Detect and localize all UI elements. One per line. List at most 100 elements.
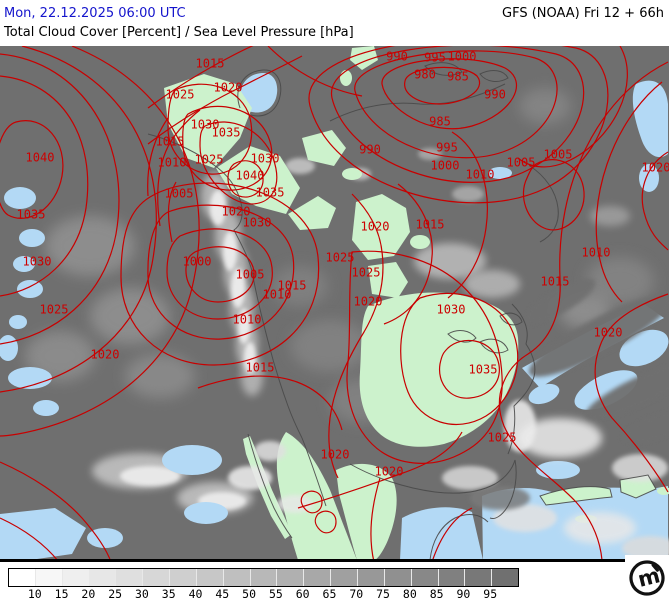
pressure-label: 1015 bbox=[246, 361, 275, 375]
legend-tick-value: 30 bbox=[135, 587, 149, 601]
legend-segment bbox=[357, 569, 385, 586]
pressure-label: 1020 bbox=[214, 81, 243, 95]
legend-segment bbox=[304, 569, 332, 586]
legend-segment bbox=[143, 569, 171, 586]
pressure-label: 1025 bbox=[40, 303, 69, 317]
pressure-label: 1025 bbox=[488, 431, 517, 445]
legend-tick-value: 85 bbox=[429, 587, 444, 601]
isobars bbox=[0, 46, 669, 562]
legend-tick-value: 10 bbox=[27, 587, 42, 601]
pressure-label: 1015 bbox=[416, 218, 445, 232]
legend-segment bbox=[170, 569, 197, 586]
legend-segment bbox=[35, 569, 63, 586]
pressure-label: 1010 bbox=[158, 156, 187, 170]
pressure-label: 1010 bbox=[233, 313, 262, 327]
legend-tick-value: 55 bbox=[268, 587, 283, 601]
legend-segment bbox=[9, 569, 36, 586]
pressure-label: 1035 bbox=[17, 208, 46, 222]
pressure-label: 1020 bbox=[594, 326, 623, 340]
pressure-label: 1005 bbox=[507, 156, 536, 170]
legend-tick-value: 95 bbox=[483, 587, 498, 601]
pressure-label: 1030 bbox=[243, 216, 272, 230]
legend-tick-value: 90 bbox=[456, 587, 471, 601]
pressure-label: 1025 bbox=[195, 153, 224, 167]
pressure-label: 985 bbox=[429, 115, 451, 129]
pressure-label: 1040 bbox=[26, 151, 55, 165]
legend-tick-value: 80 bbox=[402, 587, 417, 601]
legend-tick-value: 15 bbox=[54, 587, 69, 601]
legend-segment bbox=[277, 569, 305, 586]
pressure-label: 1035 bbox=[469, 363, 498, 377]
pressure-label: 1005 bbox=[165, 187, 194, 201]
legend-segment bbox=[411, 569, 439, 586]
pressure-label: 990 bbox=[484, 88, 506, 102]
header: Mon, 22.12.2025 06:00 UTC GFS (NOAA) Fri… bbox=[0, 0, 669, 46]
pressure-label: 980 bbox=[414, 68, 436, 82]
legend-segment bbox=[89, 569, 117, 586]
watermark-logo: m bbox=[625, 555, 669, 600]
pressure-label: 1010 bbox=[263, 288, 292, 302]
pressure-label: 995 bbox=[436, 141, 458, 155]
pressure-label: 1020 bbox=[361, 220, 390, 234]
pressure-label: 985 bbox=[447, 70, 469, 84]
cloud-cover-legend-ticks: 10 15 20 25 30 35 40 45 50 55 60 65 70 75 80 85 90 95 bbox=[8, 587, 517, 601]
legend-segment bbox=[492, 569, 519, 586]
datetime-label: Mon, 22.12.2025 06:00 UTC bbox=[4, 6, 186, 21]
pressure-label: 1020 bbox=[354, 295, 383, 309]
legend-tick-value: 75 bbox=[376, 587, 390, 601]
legend-tick-value: 40 bbox=[188, 587, 203, 601]
cloud-cover-legend-bar bbox=[8, 568, 519, 587]
pressure-label: 1015 bbox=[196, 57, 225, 71]
legend-segment bbox=[116, 569, 144, 586]
legend-tick-value: 70 bbox=[349, 587, 364, 601]
pressure-label: 1030 bbox=[251, 152, 280, 166]
pressure-label: 990 bbox=[359, 143, 381, 157]
legend-segment bbox=[331, 569, 358, 586]
pressure-label: 990 bbox=[386, 50, 408, 64]
pressure-label: 1000 bbox=[183, 255, 212, 269]
pressure-label: 1035 bbox=[212, 126, 241, 140]
legend-segment bbox=[223, 569, 251, 586]
pressure-label: 1000 bbox=[431, 159, 460, 173]
pressure-label: 1005 bbox=[236, 268, 265, 282]
pressure-label: 1025 bbox=[326, 251, 355, 265]
pressure-label: 1030 bbox=[191, 118, 220, 132]
logo-tick bbox=[651, 563, 659, 572]
pressure-label: 1020 bbox=[222, 205, 251, 219]
map-bottom-border bbox=[0, 559, 669, 562]
legend-tick-value: 25 bbox=[108, 587, 123, 601]
pressure-label: 1010 bbox=[466, 168, 495, 182]
legend-segment bbox=[250, 569, 278, 586]
legend-segment bbox=[196, 569, 224, 586]
pressure-label: 1000 bbox=[448, 50, 477, 64]
pressure-label: 1020 bbox=[91, 348, 120, 362]
pressure-label: 1035 bbox=[256, 186, 285, 200]
model-run-label: GFS (NOAA) Fri 12 + 66h bbox=[502, 6, 664, 21]
cloud-texture-upper bbox=[228, 278, 669, 560]
logo-mark: m bbox=[629, 560, 665, 596]
pressure-label: 1020 bbox=[375, 465, 404, 479]
pressure-label: 1015 bbox=[278, 279, 307, 293]
legend-segment bbox=[438, 569, 466, 586]
legend-tick-value: 65 bbox=[322, 587, 337, 601]
pressure-label: 1020 bbox=[321, 448, 350, 462]
legend-tick-value: 20 bbox=[81, 587, 96, 601]
pressure-label: 1015 bbox=[541, 275, 570, 289]
pressure-label: 1025 bbox=[166, 88, 195, 102]
legend-tick-value: 50 bbox=[242, 587, 257, 601]
pressure-label: 1010 bbox=[582, 246, 611, 260]
pressure-label: 1020 bbox=[642, 161, 669, 175]
legend-segment bbox=[62, 569, 90, 586]
legend-tick-value: 45 bbox=[215, 587, 230, 601]
pressure-label: 1030 bbox=[23, 255, 52, 269]
pressure-label: 995 bbox=[424, 51, 446, 65]
pressure-label: 1005 bbox=[544, 148, 573, 162]
weather-map: 1015 1020 1025 1030 1035 1015 1040 1030 1025 1010… bbox=[0, 46, 669, 562]
pressure-label: 1015 bbox=[156, 135, 185, 149]
pressure-label: 1025 bbox=[352, 266, 381, 280]
legend-segment bbox=[465, 569, 493, 586]
pressure-label: 1040 bbox=[236, 169, 265, 183]
coastlines bbox=[147, 62, 657, 561]
